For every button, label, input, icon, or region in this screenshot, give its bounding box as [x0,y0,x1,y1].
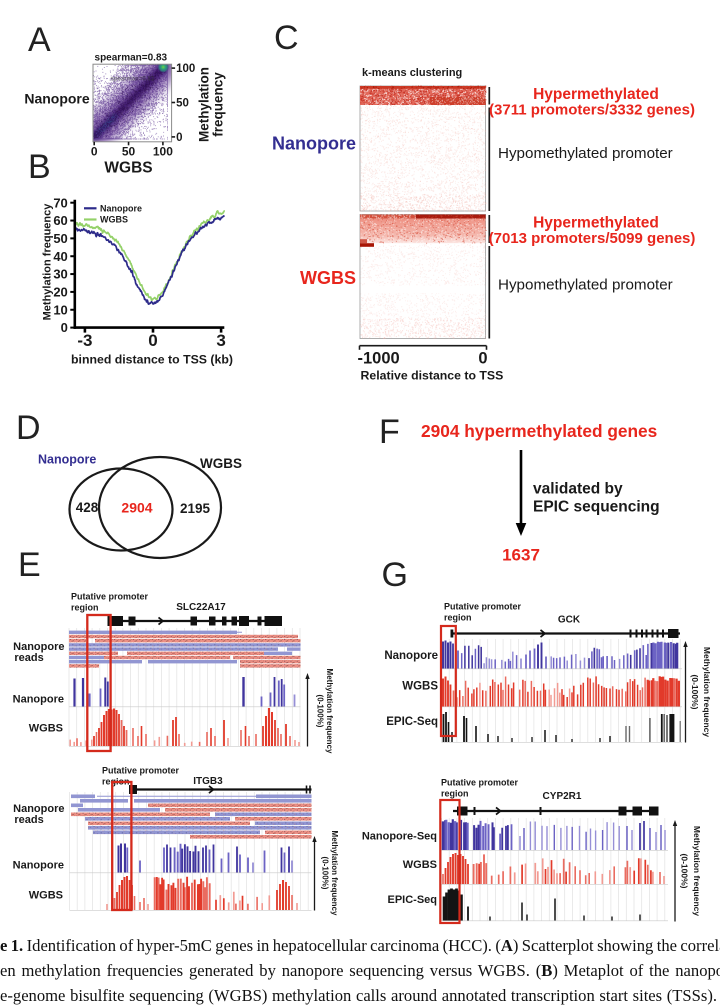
svg-text:70: 70 [53,195,67,210]
svg-text:EPIC-Seq: EPIC-Seq [386,716,438,728]
svg-text:(3711 promoters/3332 genes): (3711 promoters/3332 genes) [489,102,695,119]
svg-text:Nanopore: Nanopore [13,860,64,872]
svg-text:50: 50 [176,98,189,110]
svg-text:Putative promoter: Putative promoter [71,592,149,602]
svg-text:WGBS: WGBS [29,723,63,735]
svg-text:validated by: validated by [533,481,623,498]
svg-text:0: 0 [148,331,157,350]
svg-text:100: 100 [176,63,195,75]
svg-text:k-means clustering: k-means clustering [362,67,462,79]
svg-text:2195: 2195 [180,501,211,516]
svg-text:1637: 1637 [502,546,540,565]
svg-text:F: F [379,413,400,451]
svg-text:-1000: -1000 [358,350,400,368]
svg-text:0: 0 [61,320,68,335]
svg-text:Relative distance to TSS: Relative distance to TSS [361,369,504,383]
svg-text:Methylation: Methylation [197,67,212,142]
svg-text:Hypermethylated: Hypermethylated [533,86,659,103]
svg-text:(7013 promoters/5099 genes): (7013 promoters/5099 genes) [489,230,696,247]
svg-text:region: region [441,789,469,799]
svg-text:Nanopore: Nanopore [384,650,438,662]
svg-text:WGBS: WGBS [402,681,438,693]
svg-text:Hypomethylated promoter: Hypomethylated promoter [498,277,673,294]
svg-text:0: 0 [478,350,487,368]
svg-text:50: 50 [53,231,67,246]
svg-text:WGBS: WGBS [29,890,63,902]
svg-text:Nanopore: Nanopore [100,204,142,214]
svg-text:0: 0 [176,132,182,144]
svg-text:20: 20 [53,285,67,300]
svg-text:10: 10 [53,302,67,317]
svg-text:D: D [16,409,41,447]
svg-text:G: G [382,556,408,594]
svg-text:0: 0 [91,144,98,158]
svg-text:EPIC-Seq: EPIC-Seq [387,894,437,906]
svg-text:reads: reads [14,814,43,826]
svg-text:(0-100%): (0-100%) [316,695,325,728]
svg-text:WGBS: WGBS [100,215,128,225]
svg-text:A: A [28,21,51,59]
svg-text:Nanopore: Nanopore [38,453,96,467]
svg-text:3: 3 [216,331,225,350]
svg-text:50: 50 [122,144,136,158]
svg-text:Methylation frequency: Methylation frequency [702,647,712,737]
svg-text:2904 hypermethylated genes: 2904 hypermethylated genes [421,421,657,441]
svg-text:region: region [71,603,99,613]
svg-text:GCK: GCK [558,615,581,626]
svg-text:100: 100 [153,144,173,158]
svg-text:binned distance to TSS (kb): binned distance to TSS (kb) [71,353,233,367]
svg-text:C: C [274,19,299,57]
svg-text:EPIC sequencing: EPIC sequencing [533,499,660,516]
svg-text:spearman=0.83: spearman=0.83 [111,77,155,83]
svg-text:Putative promoter: Putative promoter [444,602,522,612]
svg-text:(0-100%): (0-100%) [321,857,330,890]
svg-text:Methylation frequency: Methylation frequency [42,203,54,321]
svg-text:Methylation frequency: Methylation frequency [692,826,702,916]
svg-text:reads: reads [14,652,43,664]
svg-text:CYP2R1: CYP2R1 [543,791,582,802]
svg-text:(0-100%): (0-100%) [690,675,700,710]
svg-text:ITGB3: ITGB3 [193,776,223,787]
svg-text:40: 40 [53,249,67,264]
svg-text:spearman=0.83: spearman=0.83 [95,53,168,64]
svg-text:B: B [28,148,51,186]
svg-text:Hypermethylated: Hypermethylated [533,215,659,232]
svg-text:30: 30 [53,267,67,282]
svg-text:region: region [444,613,472,623]
svg-text:Putative promoter: Putative promoter [441,778,519,788]
svg-text:2904: 2904 [121,500,152,516]
svg-text:Putative promoter: Putative promoter [102,766,180,776]
svg-text:60: 60 [53,213,67,228]
svg-text:frequency: frequency [211,72,226,137]
svg-text:(0-100%): (0-100%) [680,854,690,889]
svg-text:Nanopore: Nanopore [13,641,64,653]
svg-text:WGBS: WGBS [300,268,356,288]
svg-text:Methylation frequency: Methylation frequency [325,669,334,754]
svg-text:Nanopore-Seq: Nanopore-Seq [362,831,437,843]
svg-text:Nanopore: Nanopore [272,134,356,154]
svg-text:Nanopore: Nanopore [13,803,64,815]
svg-text:428: 428 [76,500,99,515]
svg-text:Hypomethylated promoter: Hypomethylated promoter [498,145,673,162]
svg-text:Methylation frequency: Methylation frequency [330,831,339,916]
svg-text:E: E [18,546,41,584]
svg-text:Nanopore: Nanopore [13,694,64,706]
svg-text:WGBS: WGBS [104,160,152,177]
svg-text:SLC22A17: SLC22A17 [176,602,226,613]
svg-text:WGBS: WGBS [200,456,242,471]
svg-text:-3: -3 [77,331,92,350]
svg-text:WGBS: WGBS [403,859,437,871]
svg-text:Nanopore: Nanopore [24,91,90,107]
